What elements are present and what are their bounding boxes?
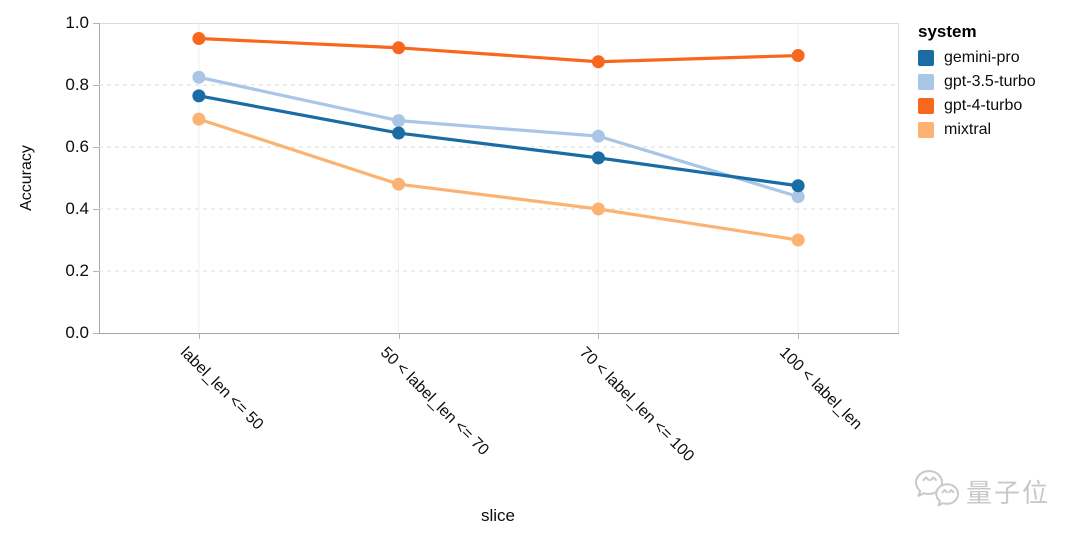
x-tick-mark bbox=[798, 334, 800, 339]
x-tick-label: 70 < label_len <= 100 bbox=[576, 344, 698, 466]
legend-swatch-icon bbox=[918, 50, 934, 66]
y-tick-label: 0.8 bbox=[65, 75, 89, 94]
legend-items: gemini-pro gpt-3.5-turbo gpt-4-turbo mixtra… bbox=[918, 49, 1036, 139]
legend-item-gpt-3.5-turbo: gpt-3.5-turbo bbox=[918, 73, 1036, 91]
legend-label: gpt-4-turbo bbox=[944, 97, 1023, 114]
line-gpt-4-turbo bbox=[197, 36, 800, 64]
legend-label: mixtral bbox=[944, 121, 992, 138]
line-mixtral bbox=[197, 117, 800, 242]
legend-title: system bbox=[918, 22, 977, 41]
point-gemini-pro bbox=[392, 126, 406, 140]
x-axis-title: slice bbox=[480, 506, 515, 525]
y-tick-mark bbox=[93, 209, 99, 210]
legend-label: gpt-3.5-turbo bbox=[944, 73, 1036, 90]
x-axis-domain-line bbox=[99, 333, 899, 334]
y-tick-label: 1.0 bbox=[65, 13, 89, 32]
y-tick-label: 0.6 bbox=[65, 137, 89, 156]
x-tick-mark bbox=[598, 334, 600, 339]
legend-swatch-icon bbox=[918, 122, 934, 138]
y-tick-label: 0.0 bbox=[65, 323, 89, 342]
y-axis-title: Accuracy bbox=[18, 145, 35, 211]
y-tick-mark bbox=[93, 23, 99, 24]
legend-swatch-icon bbox=[918, 74, 934, 90]
line-gemini-pro bbox=[197, 94, 800, 188]
y-tick-mark bbox=[93, 333, 99, 334]
plot-border-top bbox=[99, 23, 899, 24]
point-gpt-4-turbo bbox=[392, 41, 406, 55]
y-tick-label: 0.2 bbox=[65, 261, 89, 280]
legend-item-gpt-4-turbo: gpt-4-turbo bbox=[918, 97, 1036, 115]
point-mixtral bbox=[791, 233, 805, 247]
point-gpt-4-turbo bbox=[591, 55, 605, 69]
y-tick-label: 0.4 bbox=[65, 199, 89, 218]
legend-item-mixtral: mixtral bbox=[918, 121, 1036, 139]
y-axis-domain-line bbox=[99, 23, 100, 334]
line-chart-plot bbox=[99, 23, 898, 333]
point-mixtral bbox=[591, 202, 605, 216]
legend-item-gemini-pro: gemini-pro bbox=[918, 49, 1036, 67]
point-gemini-pro bbox=[591, 151, 605, 165]
legend: system gemini-pro gpt-3.5-turbo gpt-4-turb… bbox=[918, 22, 1036, 145]
point-mixtral bbox=[192, 112, 206, 126]
point-gemini-pro bbox=[791, 179, 805, 193]
legend-swatch-icon bbox=[918, 98, 934, 114]
point-gpt-4-turbo bbox=[192, 32, 206, 45]
point-gpt-3.5-turbo bbox=[591, 129, 605, 143]
x-tick-label: 50 < label_len <= 70 bbox=[376, 344, 492, 459]
point-gpt-4-turbo bbox=[791, 49, 805, 63]
point-gemini-pro bbox=[192, 89, 206, 103]
watermark-text: 量子位 bbox=[966, 478, 1051, 508]
point-gpt-3.5-turbo bbox=[791, 190, 805, 204]
point-gpt-3.5-turbo bbox=[192, 70, 206, 84]
x-tick-label: 100 < label_len bbox=[776, 344, 866, 434]
legend-label: gemini-pro bbox=[944, 49, 1020, 66]
y-tick-mark bbox=[93, 85, 99, 86]
point-gpt-3.5-turbo bbox=[392, 114, 406, 128]
point-mixtral bbox=[392, 177, 406, 191]
plot-border-right bbox=[898, 23, 899, 334]
x-tick-label: label_len <= 50 bbox=[176, 344, 267, 434]
line-gpt-3.5-turbo bbox=[197, 75, 800, 199]
y-tick-mark bbox=[93, 271, 99, 272]
watermark: 量子位 bbox=[914, 468, 1050, 515]
wechat-icon bbox=[914, 468, 960, 515]
y-tick-mark bbox=[93, 147, 99, 148]
x-tick-mark bbox=[198, 334, 200, 339]
x-tick-mark bbox=[398, 334, 400, 339]
